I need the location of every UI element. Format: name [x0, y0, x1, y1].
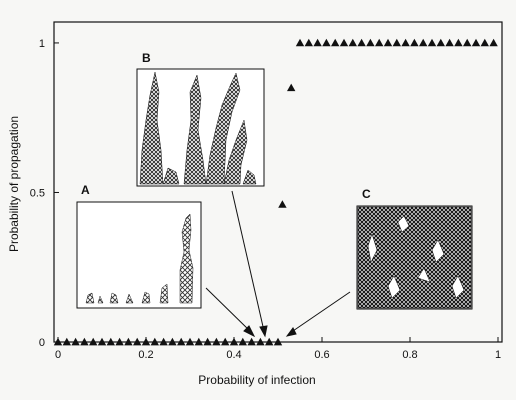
data-point-triangle [53, 337, 63, 346]
data-point-triangle [106, 337, 115, 346]
x-axis-ticks: 0 0.2 0.4 0.6 0.8 1 [55, 337, 501, 361]
x-tick-label: 1 [495, 349, 501, 361]
data-point-triangle [229, 337, 239, 346]
data-point-triangle [339, 38, 349, 47]
inset-b: B [136, 51, 265, 187]
data-point-triangle [256, 337, 265, 346]
data-point-triangle [471, 38, 481, 47]
inset-a-cluster [85, 213, 194, 304]
data-point-triangle [375, 38, 384, 47]
data-point-triangle [295, 38, 305, 47]
x-tick-label: 0.2 [138, 349, 153, 361]
arrow-b [231, 190, 265, 332]
data-point-triangle [489, 38, 498, 47]
data-point-triangle [304, 38, 313, 47]
data-point-triangle [124, 337, 133, 346]
data-markers [53, 38, 498, 346]
arrowhead-c [285, 327, 297, 337]
data-point-triangle [480, 38, 489, 47]
data-point-triangle [71, 337, 80, 346]
inset-pointers [205, 190, 351, 338]
y-tick-label: 0.5 [30, 187, 45, 199]
data-point-triangle [247, 337, 256, 346]
data-point-triangle [159, 337, 168, 346]
data-point-triangle [454, 38, 463, 47]
data-point-triangle [366, 38, 375, 47]
y-axis-label: Probability of propagation [7, 116, 21, 252]
data-point-triangle [463, 38, 472, 47]
inset-a-label: A [81, 183, 90, 197]
data-point-triangle [436, 38, 445, 47]
data-point-triangle [410, 38, 419, 47]
arrowhead-a [243, 325, 256, 338]
data-point-triangle [80, 337, 89, 346]
data-point-triangle [168, 337, 177, 346]
data-point-triangle [273, 337, 283, 346]
inset-a: A [76, 183, 202, 309]
data-point-triangle [194, 337, 203, 346]
data-point-triangle [278, 200, 287, 208]
data-point-triangle [331, 38, 340, 47]
data-point-triangle [427, 38, 437, 47]
x-axis-label: Probability of infection [198, 373, 315, 387]
inset-c-cluster [357, 206, 472, 309]
arrow-c [289, 291, 351, 334]
data-point-triangle [203, 337, 212, 346]
data-point-triangle [89, 337, 98, 346]
data-point-triangle [392, 38, 401, 47]
data-point-triangle [287, 83, 296, 92]
data-point-triangle [419, 38, 428, 47]
inset-c: C [356, 187, 473, 310]
data-point-triangle [221, 337, 230, 346]
inset-b-cluster [139, 71, 257, 185]
data-point-triangle [150, 337, 159, 346]
data-point-triangle [97, 337, 107, 346]
data-point-triangle [313, 38, 322, 47]
x-tick-label: 0.4 [226, 349, 241, 361]
x-tick-label: 0.6 [314, 349, 329, 361]
data-point-triangle [357, 38, 366, 47]
data-point-triangle [445, 38, 454, 47]
y-axis-ticks: 00.51 [30, 38, 59, 349]
arrow-a [205, 287, 253, 334]
data-point-triangle [141, 337, 151, 346]
data-point-triangle [383, 38, 393, 47]
data-point-triangle [238, 337, 247, 346]
data-point-triangle [133, 337, 142, 346]
inset-b-label: B [142, 51, 151, 65]
y-tick-label: 1 [39, 38, 45, 50]
x-tick-label: 0 [55, 349, 61, 361]
data-point-triangle [265, 337, 274, 346]
data-point-triangle [115, 337, 124, 346]
data-point-triangle [62, 337, 71, 346]
arrowhead-b [259, 325, 268, 338]
data-point-triangle [212, 337, 221, 346]
y-tick-label: 0 [39, 337, 45, 349]
data-point-triangle [348, 38, 357, 47]
data-point-triangle [177, 337, 186, 346]
data-point-triangle [322, 38, 331, 47]
x-tick-label: 0.8 [402, 349, 417, 361]
inset-c-label: C [362, 187, 371, 201]
data-point-triangle [185, 337, 195, 346]
data-point-triangle [401, 38, 410, 47]
